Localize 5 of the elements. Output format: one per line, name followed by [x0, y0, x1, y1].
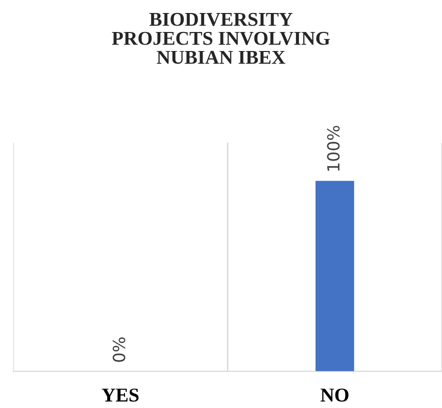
x-tick-label: YES [102, 388, 139, 402]
data-label: 100% [327, 126, 340, 171]
chart-title: BIODIVERSITY PROJECTS INVOLVING NUBIAN IBEX [112, 12, 330, 64]
x-tick-label: NO [320, 388, 348, 402]
data-label: 0% [112, 337, 126, 362]
